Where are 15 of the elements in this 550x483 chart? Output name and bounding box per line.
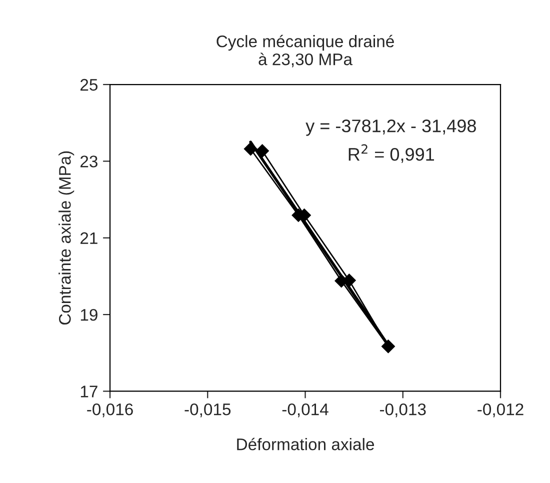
y-tick-label: 17: [80, 386, 98, 398]
x-tick-label: -0,014: [282, 403, 328, 418]
y-tick-label: 19: [80, 308, 98, 321]
x-tick-label: -0,015: [184, 403, 231, 418]
y-tick-label: 23: [80, 156, 98, 168]
y-tick-label: 25: [80, 78, 98, 91]
annotation: R$^{2}$ = 0,991: [348, 144, 434, 163]
y-axis-title: Contrainte axiale (MPa): [58, 151, 74, 325]
x-tick-label: -0,013: [380, 403, 426, 418]
y-tick-label: 21: [80, 232, 98, 244]
x-tick-label: -0,012: [478, 403, 524, 418]
chart-title: Cycle mécanique drainé à 23,30 MPa: [216, 34, 394, 68]
x-axis-title: Déformation axiale: [237, 438, 374, 450]
x-tick-label: -0,016: [87, 403, 133, 418]
annotation: y = -3781,2x - 31,498: [306, 120, 476, 136]
